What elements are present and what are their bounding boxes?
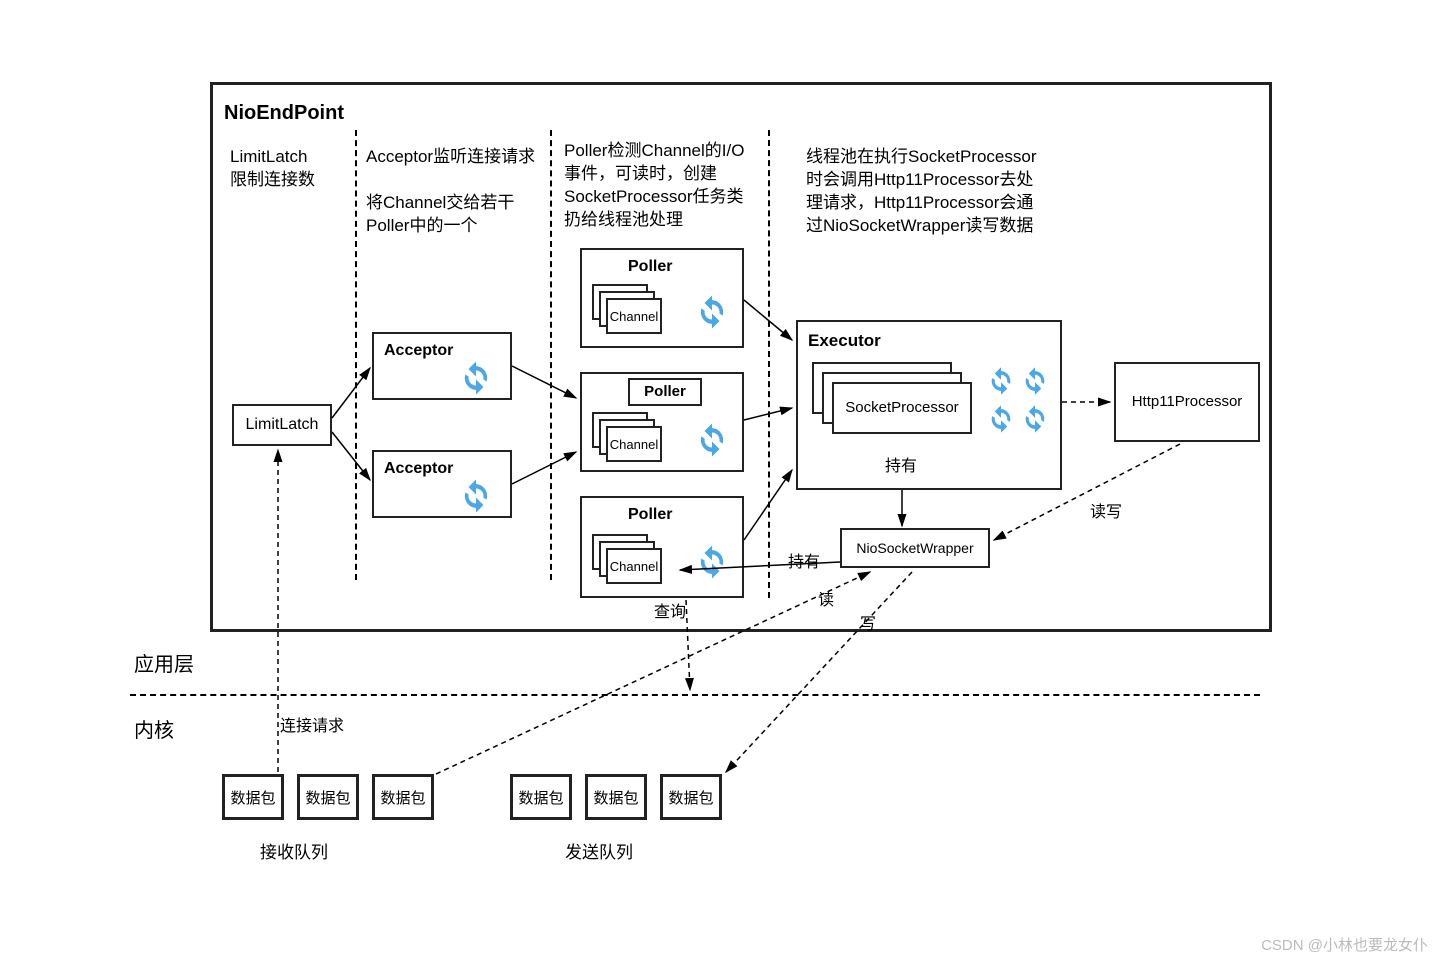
query-label: 查询	[654, 602, 686, 624]
socketprocessor-stack: SocketProcessor	[812, 362, 972, 452]
diagram-root: NioEndPoint LimitLatch 限制连接数 Acceptor监听连…	[0, 0, 1434, 961]
packet-label: 数据包	[518, 787, 563, 808]
cycle-icon	[1020, 404, 1050, 434]
col4-title: 线程池在执行SocketProcessor 时会调用Http11Processo…	[806, 146, 1066, 238]
niosocketwrapper-box: NioSocketWrapper	[840, 528, 990, 568]
cycle-icon	[458, 360, 494, 396]
poller1-label: Poller	[628, 256, 672, 278]
executor-box: Executor SocketProcessor	[796, 320, 1062, 490]
packet-send: 数据包	[510, 774, 572, 820]
channel-label: Channel	[610, 437, 658, 452]
kernel-layer-label: 内核	[134, 718, 174, 745]
cycle-icon	[694, 544, 730, 580]
niosocketwrapper-label: NioSocketWrapper	[856, 539, 973, 558]
cycle-icon	[986, 404, 1016, 434]
recv-queue-label: 接收队列	[260, 842, 328, 865]
socketprocessor-label: SocketProcessor	[845, 398, 958, 418]
executor-label: Executor	[808, 330, 881, 353]
channel-stack: Channel	[592, 284, 664, 340]
cycle-icon	[986, 366, 1016, 396]
packet-recv: 数据包	[372, 774, 434, 820]
channel-stack: Channel	[592, 412, 664, 468]
readwrite-label: 读写	[1090, 502, 1122, 524]
conn-req-label: 连接请求	[280, 716, 344, 738]
packet-send: 数据包	[660, 774, 722, 820]
col2-sub: 将Channel交给若干 Poller中的一个	[366, 192, 546, 238]
acceptor-box-2: Acceptor	[372, 450, 512, 518]
packet-label: 数据包	[593, 787, 638, 808]
cycle-icon	[694, 422, 730, 458]
poller2-label: Poller	[644, 382, 686, 402]
channel-label: Channel	[610, 559, 658, 574]
cycle-icon	[694, 294, 730, 330]
poller-box-1: Poller Channel	[580, 248, 744, 348]
nioendpoint-title: NioEndPoint	[224, 100, 344, 127]
acceptor-box-1: Acceptor	[372, 332, 512, 400]
cycle-icon	[1020, 366, 1050, 396]
http11processor-label: Http11Processor	[1132, 392, 1243, 412]
send-queue-label: 发送队列	[565, 842, 633, 865]
packet-recv: 数据包	[297, 774, 359, 820]
write-label: 写	[860, 614, 876, 636]
col3-title: Poller检测Channel的I/O 事件，可读时，创建 SocketProc…	[564, 140, 774, 232]
acceptor1-label: Acceptor	[384, 340, 453, 362]
poller-box-3: Poller Channel	[580, 496, 744, 598]
layer-separator	[130, 694, 1260, 696]
poller3-label: Poller	[628, 504, 672, 526]
app-layer-label: 应用层	[134, 652, 194, 679]
packet-recv: 数据包	[222, 774, 284, 820]
watermark: CSDN @小林也要龙女仆	[1261, 934, 1428, 955]
packet-label: 数据包	[305, 787, 350, 808]
col2-title: Acceptor监听连接请求	[366, 146, 535, 169]
channel-stack: Channel	[592, 534, 664, 590]
channel-label: Channel	[610, 309, 658, 324]
col-sep-1	[355, 130, 357, 580]
packet-send: 数据包	[585, 774, 647, 820]
packet-label: 数据包	[380, 787, 425, 808]
hold-label-1: 持有	[885, 456, 917, 478]
http11processor-box: Http11Processor	[1114, 362, 1260, 442]
col-sep-2	[550, 130, 552, 580]
read-label: 读	[818, 590, 834, 612]
acceptor2-label: Acceptor	[384, 458, 453, 480]
packet-label: 数据包	[230, 787, 275, 808]
col1-title: LimitLatch 限制连接数	[230, 146, 350, 192]
cycle-icon	[458, 478, 494, 514]
packet-label: 数据包	[668, 787, 713, 808]
limitlatch-box: LimitLatch	[232, 404, 332, 446]
limitlatch-label: LimitLatch	[246, 414, 319, 436]
poller-box-2: Poller Channel	[580, 372, 744, 472]
hold-label-2: 持有	[788, 552, 820, 574]
